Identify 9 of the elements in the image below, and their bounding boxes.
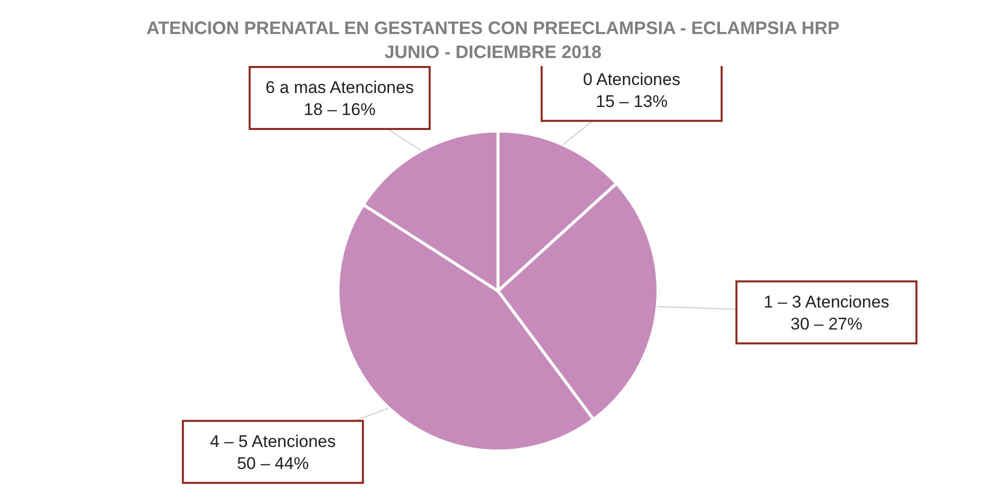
data-label: 50 – 44% [236,454,309,473]
slice-label: 0 Atenciones [582,70,680,89]
data-label: 15 – 13% [596,92,668,111]
slice-label: 4 – 5 Atenciones [210,432,336,451]
data-label: 18 – 16% [304,100,376,119]
slice-label: 1 – 3 Atenciones [764,292,890,312]
data-label: 30 – 27% [790,314,862,334]
slice-label: 6 a mas Atenciones [265,78,414,97]
chart-title: ATENCION PRENATAL EN GESTANTES CON PREECLAMPSIA - ECLAMPSIA HRP JUNIO - DICIEMBRE 2018 [145,17,841,64]
